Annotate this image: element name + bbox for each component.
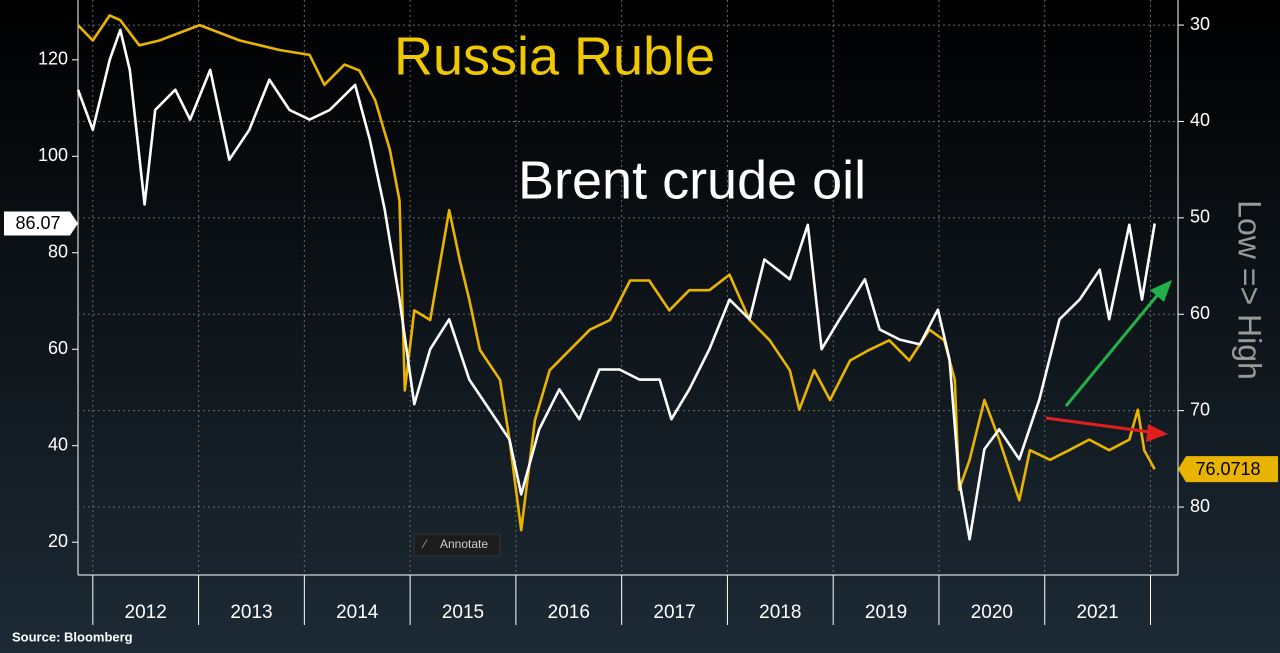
x-tick-label: 2016 (548, 602, 590, 623)
x-tick-label: 2014 (336, 602, 379, 623)
source: Source: Bloomberg (12, 629, 133, 644)
y2-tick-label: 50 (1190, 207, 1210, 227)
lines (76, 14, 1156, 541)
last-value-label: 86.07 (15, 213, 60, 233)
y-tick-label: 100 (38, 145, 68, 165)
y2-tick-label: 60 (1190, 303, 1210, 323)
last-value-tag (4, 211, 78, 236)
series-line (76, 28, 1156, 541)
x-tick-label: 2021 (1076, 602, 1118, 623)
x-tick-label: 2012 (125, 602, 167, 623)
y-tick-label: 20 (48, 531, 68, 551)
green-arrow (1064, 280, 1172, 407)
red-arrow (1045, 416, 1168, 442)
last-value-label: 76.0718 (1195, 459, 1260, 479)
annotate-button[interactable]: ⁄ Annotate (413, 533, 501, 557)
y2-tick-label: 30 (1190, 14, 1210, 34)
grid (78, 0, 1178, 575)
y2-tick-label: 70 (1190, 399, 1210, 419)
y-tick-label: 60 (48, 338, 68, 358)
series-line (77, 14, 1156, 532)
y-tick-label: 40 (48, 434, 68, 454)
annotate-label[interactable]: Annotate (440, 537, 488, 551)
y2-tick-label: 40 (1190, 110, 1210, 130)
x-tick-label: 2017 (653, 602, 695, 623)
legend-brent: Brent crude oil (518, 150, 866, 210)
y-tick-label: 120 (38, 49, 68, 69)
x-tick-label: 2013 (230, 602, 272, 623)
y2-axis-label: Low => High (1232, 200, 1268, 380)
x-tick-label: 2019 (865, 602, 907, 623)
x-tick-label: 2020 (971, 602, 1013, 623)
y2-tick-label: 80 (1190, 496, 1210, 516)
x-tick-label: 2018 (759, 602, 801, 623)
last-value-tag (1178, 456, 1278, 483)
legend-ruble: Russia Ruble (394, 26, 715, 86)
annotate-icon: ⁄ (421, 537, 428, 551)
x-tick-label: 2015 (442, 602, 484, 623)
y-tick-label: 80 (48, 242, 68, 262)
